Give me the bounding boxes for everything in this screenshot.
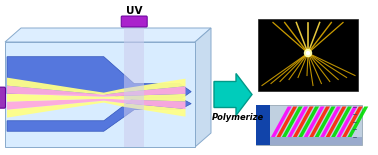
Bar	[256, 104, 362, 145]
FancyArrow shape	[214, 73, 252, 115]
Polygon shape	[309, 106, 330, 137]
Polygon shape	[7, 98, 191, 131]
Polygon shape	[7, 101, 186, 118]
Polygon shape	[326, 106, 346, 137]
Text: UV: UV	[126, 6, 143, 16]
Polygon shape	[276, 106, 297, 137]
Circle shape	[307, 52, 310, 55]
Polygon shape	[282, 106, 303, 137]
Polygon shape	[293, 106, 314, 137]
Polygon shape	[7, 94, 186, 102]
Polygon shape	[287, 106, 308, 137]
Polygon shape	[7, 99, 186, 110]
Bar	[124, 24, 144, 147]
Polygon shape	[298, 106, 319, 137]
Polygon shape	[331, 106, 352, 137]
Bar	[258, 18, 358, 91]
Polygon shape	[336, 106, 357, 137]
Polygon shape	[195, 28, 211, 147]
Polygon shape	[7, 78, 186, 95]
Bar	[270, 137, 362, 145]
Text: Polymerize: Polymerize	[212, 113, 264, 122]
Polygon shape	[271, 106, 292, 137]
Circle shape	[305, 50, 311, 57]
Bar	[5, 42, 195, 147]
FancyBboxPatch shape	[0, 87, 6, 108]
Polygon shape	[315, 106, 335, 137]
FancyBboxPatch shape	[121, 16, 147, 27]
Polygon shape	[7, 57, 191, 100]
Bar	[256, 104, 270, 145]
Polygon shape	[347, 106, 368, 137]
Polygon shape	[342, 106, 363, 137]
Polygon shape	[304, 106, 324, 137]
Polygon shape	[7, 86, 186, 97]
Polygon shape	[320, 106, 341, 137]
Polygon shape	[5, 28, 211, 42]
